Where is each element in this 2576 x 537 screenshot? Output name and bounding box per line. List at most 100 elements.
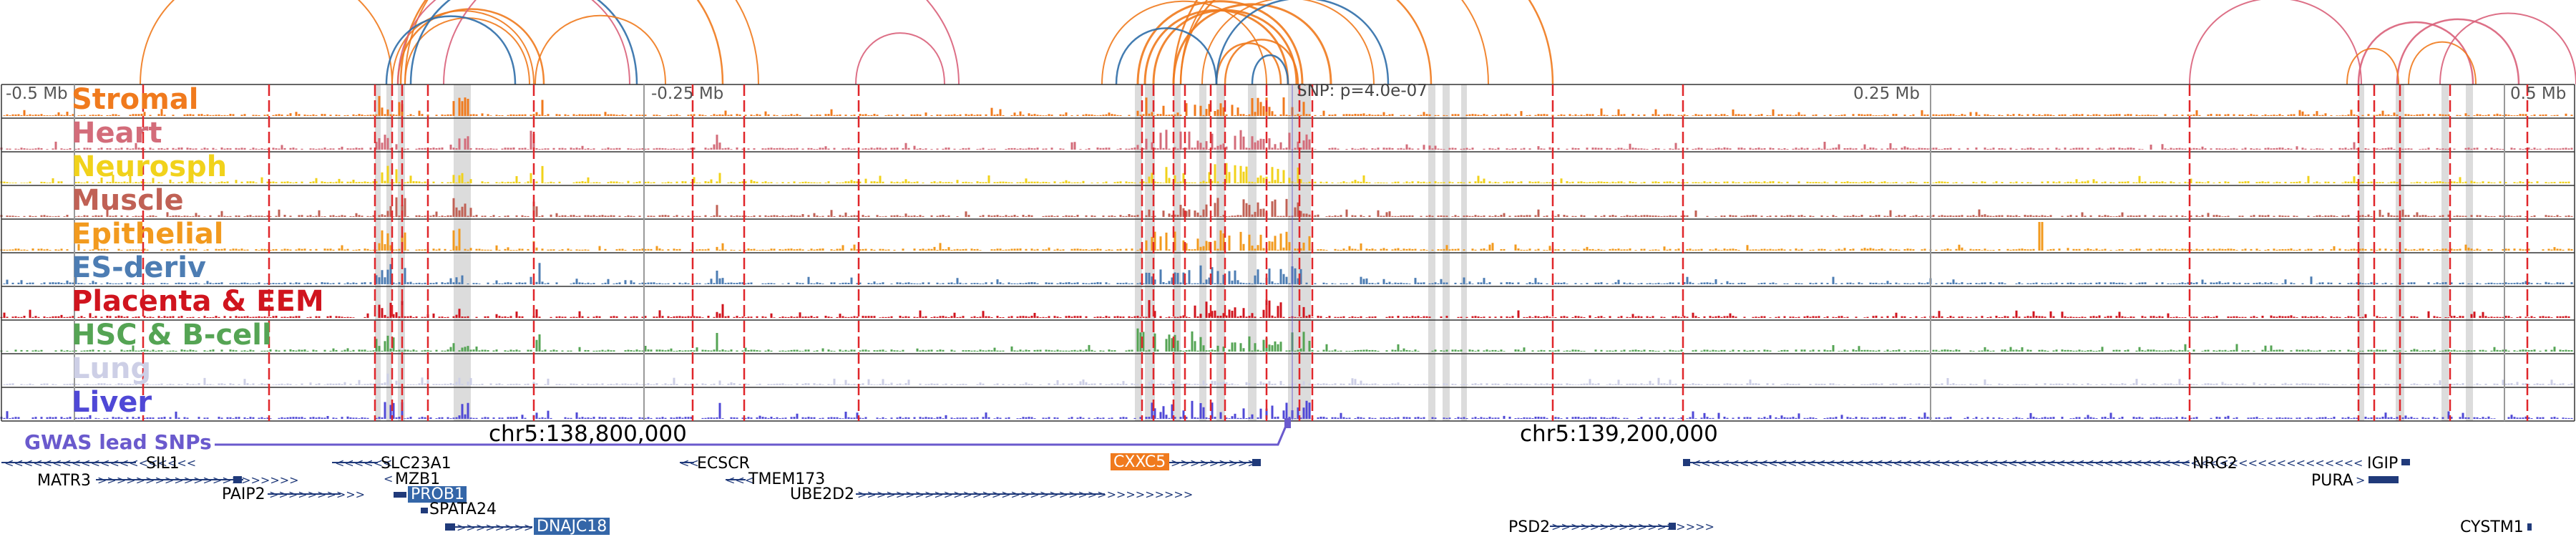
gene-tmem173[interactable]: <<< TMEM173 [726, 470, 825, 488]
track-label-liver: Liver [72, 386, 152, 419]
chromatin-interaction-arcs [140, 0, 2576, 85]
interaction-arc [385, 15, 517, 85]
gene-strand-arrows: >>>>>>>>> [1171, 456, 1257, 470]
gene-paip2[interactable]: PAIP2 >>>>>>>>>> [222, 485, 365, 503]
interaction-arc [1172, 0, 1554, 85]
gene-strand-arrows: <<<<<<<<<<<<<<<<<<<<<<<<<<<<<<<<<<<<<<<<… [1692, 456, 2363, 470]
gene-sil1[interactable]: <<<<<<<<<<<<<<<<<<<< SIL1 [1, 455, 196, 473]
snp-pvalue-label: SNP: p=4.0e-07 [1297, 82, 1428, 100]
gene-label: NRG2 [2192, 455, 2238, 473]
interaction-arc [391, 10, 535, 85]
gene-label: SPATA24 [429, 500, 497, 518]
interaction-arc [399, 0, 724, 85]
interaction-arc [1136, 0, 1304, 85]
gene-annotation-track: <<<<<<<<<<<<<<<<<<<< SIL1 MATR3 >>>>>>>>… [1, 453, 2532, 536]
interaction-arc [2357, 21, 2474, 85]
interaction-arc [409, 0, 638, 85]
gene-label: PROB1 [411, 485, 464, 503]
gene-strand-arrows: > [2356, 473, 2365, 487]
gene-strand-arrows: >>>>>>>>>>>>>>>>>>>>>>>>>>>>>>>>>>> [857, 488, 1193, 501]
interaction-arc [1115, 27, 1218, 85]
gene-strand-arrows: >>>>>>>>>>>>>>>>>>>>> [97, 473, 299, 487]
scale-label-0.25mb: 0.25 Mb [1853, 84, 1920, 103]
gene-label: UBE2D2 [790, 485, 854, 503]
interaction-arc [1179, 0, 1433, 85]
gene-matr3[interactable]: MATR3 >>>>>>>>>>>>>>>>>>>>> [37, 472, 299, 490]
interaction-arc [1224, 39, 1299, 85]
gwas-track-label: GWAS lead SNPs [24, 430, 212, 454]
track-label-placenta-eem: Placenta & EEM [72, 285, 324, 318]
gene-psd2[interactable]: PSD2 >>>>>>>>>>>>>>>>> [1508, 518, 1714, 536]
track-label-lung: Lung [72, 352, 151, 385]
track-label-hsc-bcell: HSC & B-cell [72, 319, 272, 352]
interaction-arc [535, 15, 666, 85]
gene-igip[interactable]: IGIP [2367, 455, 2410, 473]
track-9 [1, 353, 2575, 385]
interaction-arc [1180, 0, 1489, 85]
gene-dnajc18[interactable]: >>>>>>>>> DNAJC18 [445, 518, 610, 536]
gene-label: SIL1 [146, 455, 180, 473]
gene-label: MZB1 [395, 470, 440, 488]
gene-strand-arrows: < [384, 472, 393, 485]
interaction-arc [1201, 0, 1375, 85]
interaction-arc [443, 0, 960, 85]
gene-label: ECSCR [697, 455, 750, 473]
track-label-muscle: Muscle [72, 184, 184, 217]
gene-strand-arrows: <<<<<<<<<<<<<<<<<<<< [4, 456, 196, 470]
gene-spata24[interactable]: SPATA24 [421, 500, 497, 518]
interaction-arc [2408, 41, 2477, 85]
gene-prob1[interactable]: PROB1 [394, 485, 467, 503]
track-label-heart: Heart [72, 117, 162, 150]
track-label-stromal: Stromal [72, 83, 199, 116]
gwas-lead-snp-marker [1284, 418, 1291, 428]
gene-label: CYSTM1 [2460, 518, 2524, 536]
gene-cystm1[interactable]: CYSTM1 [2460, 518, 2532, 536]
gene-highlight-box [534, 518, 610, 535]
track-label-es-deriv: ES-deriv [72, 251, 206, 284]
gene-label: IGIP [2367, 455, 2398, 473]
gene-strand-arrows: >>>>>>>>> [457, 521, 543, 534]
track-labels: Stromal Heart Neurosph Muscle Epithelial… [72, 83, 324, 419]
interaction-arc [1172, 3, 1332, 85]
interaction-arc [2396, 18, 2520, 85]
interaction-arc [140, 0, 393, 85]
gwas-lead-snp-connector [215, 420, 1289, 446]
track-6 [1, 252, 2575, 284]
interaction-arc [1215, 42, 1282, 85]
interaction-arc [855, 32, 945, 85]
gene-slc23a1[interactable]: <<<<<< SLC23A1 [332, 455, 452, 473]
gene-mzb1[interactable]: < MZB1 [384, 470, 440, 488]
gene-label: PURA [2311, 472, 2353, 490]
gene-label: DNAJC18 [537, 518, 607, 536]
interaction-arc [2189, 0, 2362, 85]
gene-label: SLC23A1 [381, 455, 452, 473]
gene-strand-arrows: >>>>>>>>>> [269, 488, 365, 501]
gene-label: PSD2 [1508, 518, 1550, 536]
gene-pura[interactable]: PURA > [2311, 472, 2399, 490]
gene-strand-arrows: <<<<<< [335, 456, 392, 470]
gene-nrg2[interactable]: <<<<<<<<<<<<<<<<<<<<<<<<<<<<<<<<<<<<<<<<… [1683, 455, 2363, 473]
gene-highlight-box [408, 486, 467, 503]
scale-label-0.5mb: 0.5 Mb [2510, 84, 2566, 103]
gene-strand-arrows: << [680, 456, 699, 470]
interaction-arc [1251, 54, 1289, 85]
track-label-neurosph: Neurosph [72, 150, 227, 183]
interaction-arc [2439, 12, 2576, 85]
regulatory-marker-lines [74, 84, 2529, 421]
gene-label: CXXC5 [1113, 453, 1166, 471]
scale-label-minus-0.5mb: -0.5 Mb [6, 84, 68, 103]
track-1 [1, 84, 2575, 116]
gene-ecscr[interactable]: << ECSCR [680, 455, 750, 473]
gene-highlight-box [1111, 453, 1169, 470]
gene-cxxc5[interactable]: CXXC5 >>>>>>>>> [1111, 453, 1261, 471]
scale-label-minus-0.25mb: -0.25 Mb [651, 84, 723, 103]
gene-label: TMEM173 [748, 470, 825, 488]
gene-strand-arrows: <<< [726, 473, 754, 487]
interaction-arc [1215, 0, 1390, 85]
coordinate-label-139200000: chr5:139,200,000 [1520, 421, 1718, 447]
interaction-arc [396, 8, 545, 85]
track-label-epithelial: Epithelial [72, 218, 224, 251]
gene-ube2d2[interactable]: UBE2D2 >>>>>>>>>>>>>>>>>>>>>>>>>>>>>>>>>… [790, 485, 1193, 503]
coordinate-label-138800000: chr5:138,800,000 [489, 421, 687, 447]
